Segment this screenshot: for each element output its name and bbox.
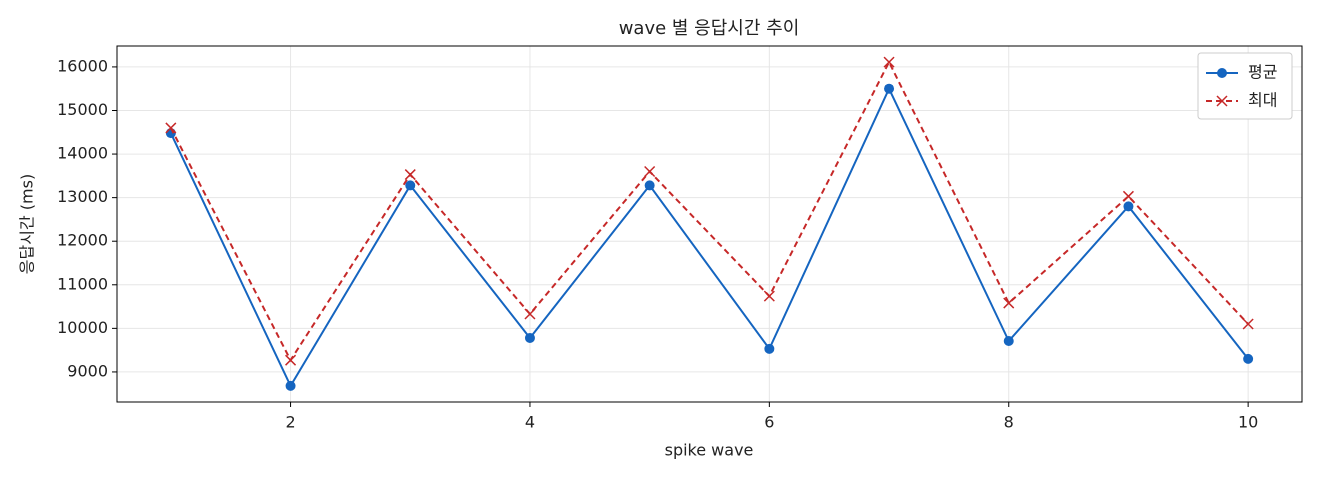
marker xyxy=(1003,297,1015,309)
y-tick-label: 10000 xyxy=(57,318,108,337)
y-tick-label: 9000 xyxy=(67,361,108,380)
marker xyxy=(764,343,775,354)
marker xyxy=(165,122,177,134)
marker xyxy=(405,180,416,191)
x-tick-label: 8 xyxy=(1004,413,1014,432)
marker xyxy=(1243,353,1254,364)
y-tick-label: 13000 xyxy=(57,187,108,206)
marker xyxy=(1003,335,1014,346)
marker xyxy=(1242,318,1254,330)
y-tick-label: 12000 xyxy=(57,231,108,250)
marker xyxy=(1122,190,1134,202)
marker xyxy=(884,83,895,94)
legend-label: 평균 xyxy=(1248,63,1277,82)
marker xyxy=(524,332,535,343)
x-axis-label: spike wave xyxy=(665,441,754,460)
series-line xyxy=(169,86,1249,388)
marker xyxy=(285,380,296,391)
legend-box xyxy=(1197,52,1293,120)
marker xyxy=(524,308,536,320)
y-axis-label: 응답시간 (ms) xyxy=(18,174,37,274)
legend-marker xyxy=(1216,95,1228,107)
x-tick-label: 4 xyxy=(525,413,535,432)
chart-title: wave 별 응답시간 추이 xyxy=(619,18,800,39)
marker xyxy=(1123,201,1134,212)
y-tick-label: 16000 xyxy=(57,56,108,75)
series-line xyxy=(169,59,1249,363)
legend-marker xyxy=(1217,68,1227,78)
marker xyxy=(644,165,656,178)
plot-frame xyxy=(116,45,1303,403)
legend-label: 최대 xyxy=(1248,91,1277,110)
marker xyxy=(644,180,655,191)
marker xyxy=(404,169,416,181)
x-tick-label: 10 xyxy=(1238,413,1258,432)
y-tick-label: 11000 xyxy=(57,274,108,293)
marker xyxy=(763,290,775,302)
marker xyxy=(285,354,297,366)
marker xyxy=(883,56,895,68)
x-tick-label: 6 xyxy=(764,413,774,432)
y-tick-label: 15000 xyxy=(57,100,108,119)
x-tick-label: 2 xyxy=(285,413,295,432)
y-tick-label: 14000 xyxy=(57,144,108,163)
